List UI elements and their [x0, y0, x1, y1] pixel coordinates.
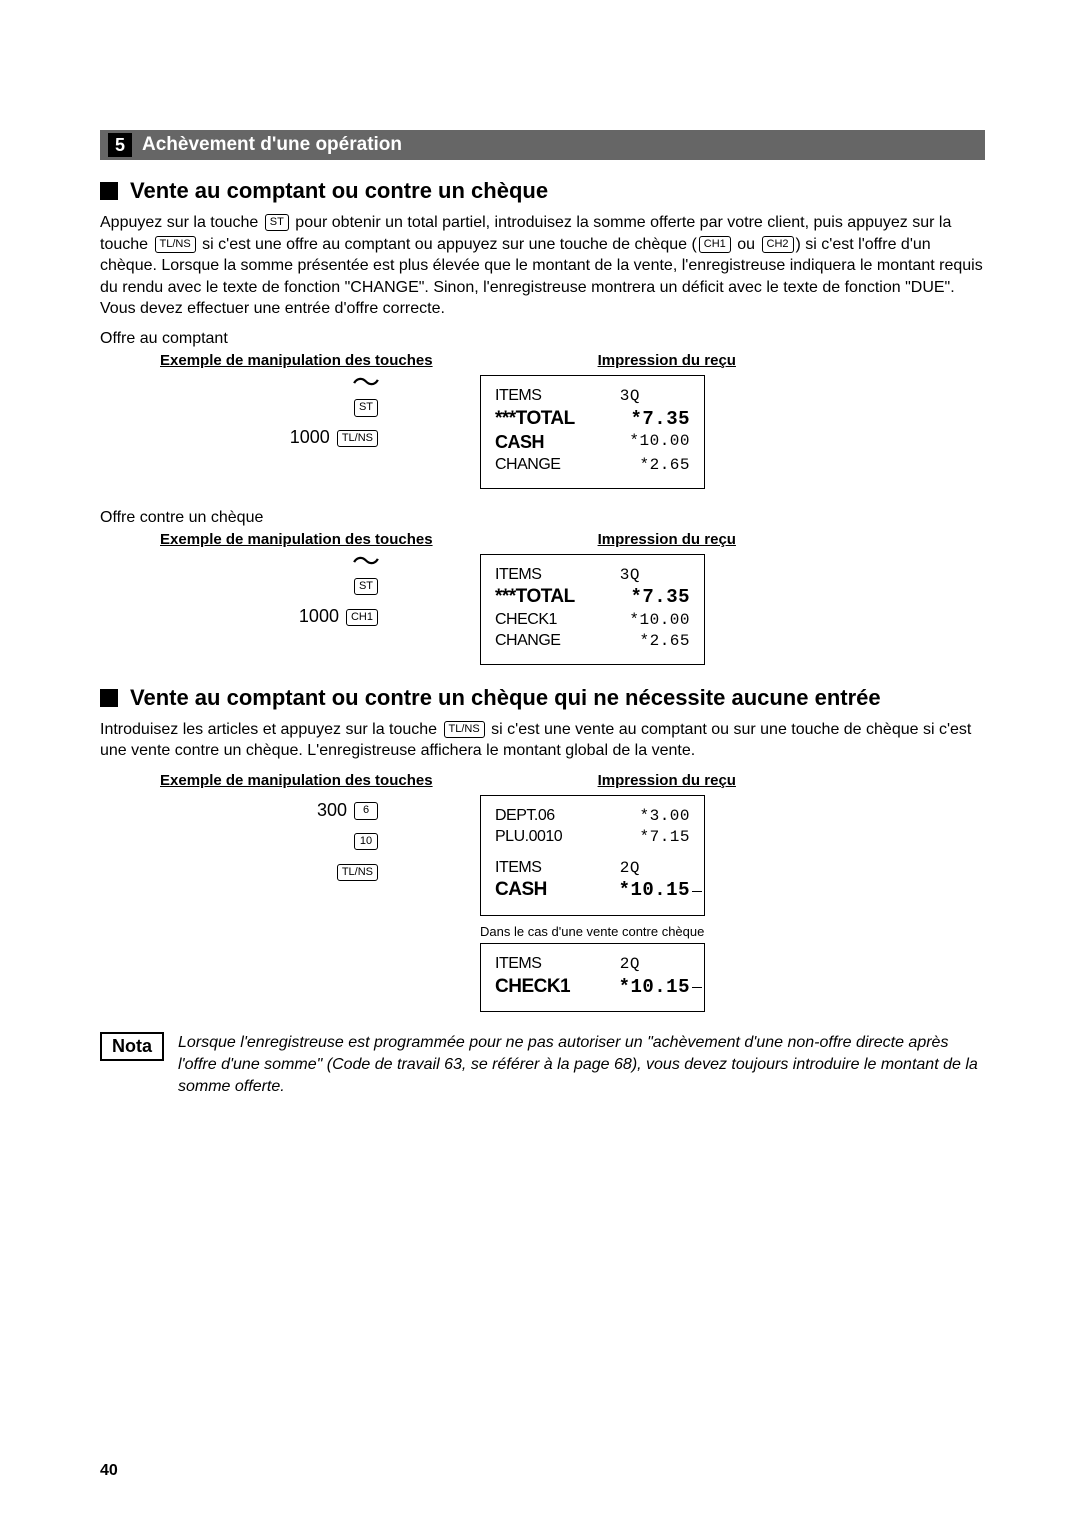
r4-items-l: ITEMS [495, 954, 541, 975]
key-st: ST [354, 399, 378, 416]
key-sequence-3: 300 6 10 TL/NS [100, 795, 380, 887]
r1-cash-v: *10.00 [629, 431, 690, 454]
key-ch1: CH1 [699, 236, 731, 253]
key-sequence-2: 〜 ST 1000 CH1 [100, 554, 380, 632]
r3-items-v: 2Q [620, 858, 640, 879]
r3-plu-l: PLU.0010 [495, 827, 562, 848]
col-header-receipt: Impression du reçu [598, 352, 736, 369]
r2-total-l: ***TOTAL [495, 585, 575, 610]
p2a: Introduisez les articles et appuyez sur … [100, 721, 437, 738]
receipt-1: ITEMS 3Q ***TOTAL *7.35 CASH *10.00 CHANGE *… [480, 375, 705, 489]
example-block-3: 300 6 10 TL/NS DEPT.06 *3.00 PLU.0010 *7.1… [100, 795, 985, 1013]
page-number: 40 [100, 1462, 118, 1480]
col-header-receipt-3: Impression du reçu [598, 772, 736, 789]
heading1-text: Vente au comptant ou contre un chèque [130, 178, 548, 204]
r1-total-v: *7.35 [630, 407, 690, 432]
heading-no-entry: Vente au comptant ou contre un chèque qu… [100, 685, 985, 711]
key-st: ST [354, 578, 378, 595]
column-headers-1: Exemple de manipulation des touches Impr… [100, 352, 985, 369]
r1-items-l: ITEMS [495, 386, 541, 407]
receipt-2: ITEMS 3Q ***TOTAL *7.35 CHECK1 *10.00 CHANG… [480, 554, 705, 665]
paragraph-1: Appuyez sur la touche ST pour obtenir un… [100, 212, 985, 320]
key-ch2: CH2 [762, 236, 794, 253]
r1-total-l: ***TOTAL [495, 407, 575, 432]
key-tlns: TL/NS [155, 236, 196, 253]
r3-cash-v: *10.15 [619, 878, 690, 903]
r2-items-l: ITEMS [495, 565, 541, 586]
r3-dept-l: DEPT.06 [495, 806, 555, 827]
label-offre-comptant: Offre au comptant [100, 330, 985, 348]
section-header: 5 Achèvement d'une opération [100, 130, 985, 160]
key-st: ST [265, 214, 289, 231]
key-ch1: CH1 [346, 609, 378, 626]
example-block-2: 〜 ST 1000 CH1 ITEMS 3Q ***TOTAL *7.35 CHEC… [100, 554, 985, 665]
seq3-amount: 300 [317, 800, 347, 820]
r2-check-v: *10.00 [629, 610, 690, 631]
page-content: 5 Achèvement d'une opération Vente au co… [0, 0, 1080, 1137]
r2-total-v: *7.35 [630, 585, 690, 610]
r2-items-v: 3Q [620, 565, 640, 586]
r4-check-l: CHECK1 [495, 975, 570, 1000]
col-header-keys: Exemple de manipulation des touches [160, 352, 433, 369]
receipt-column: DEPT.06 *3.00 PLU.0010 *7.15 ITEMS 2Q CASH *… [480, 795, 705, 1013]
square-bullet-icon [100, 689, 118, 707]
key-tlns: TL/NS [444, 721, 485, 738]
r1-change-v: *2.65 [639, 455, 690, 476]
r1-items-v: 3Q [620, 386, 640, 407]
nota-text: Lorsque l'enregistreuse est programmée p… [178, 1032, 985, 1097]
r1-change-l: CHANGE [495, 455, 560, 476]
key-6: 6 [354, 802, 378, 819]
receipt-4: ITEMS 2Q CHECK1 *10.15 [480, 943, 705, 1012]
r2-change-v: *2.65 [639, 631, 690, 652]
r3-dept-v: *3.00 [639, 806, 690, 827]
receipt3-caption: Dans le cas d'une vente contre chèque [480, 924, 705, 939]
key-10: 10 [354, 833, 378, 850]
nota-block: Nota Lorsque l'enregistreuse est program… [100, 1032, 985, 1097]
p1a: Appuyez sur la touche [100, 214, 258, 231]
key-sequence-1: 〜 ST 1000 TL/NS [100, 375, 380, 453]
r3-plu-v: *7.15 [639, 827, 690, 848]
r2-check-l: CHECK1 [495, 610, 557, 631]
r4-check-v: *10.15 [619, 975, 690, 1000]
col-header-keys-2: Exemple de manipulation des touches [160, 531, 433, 548]
label-offre-cheque: Offre contre un chèque [100, 509, 985, 527]
section-title: Achèvement d'une opération [142, 134, 402, 156]
p1d: ou [737, 236, 755, 253]
heading2-text: Vente au comptant ou contre un chèque qu… [130, 685, 881, 711]
heading-cash-cheque: Vente au comptant ou contre un chèque [100, 178, 985, 204]
example-block-1: 〜 ST 1000 TL/NS ITEMS 3Q ***TOTAL *7.35 CA… [100, 375, 985, 489]
column-headers-2: Exemple de manipulation des touches Impr… [100, 531, 985, 548]
receipt-3: DEPT.06 *3.00 PLU.0010 *7.15 ITEMS 2Q CASH *… [480, 795, 705, 916]
square-bullet-icon [100, 182, 118, 200]
paragraph-2: Introduisez les articles et appuyez sur … [100, 719, 985, 762]
seq2-amount: 1000 [299, 606, 339, 626]
r1-cash-l: CASH [495, 431, 544, 454]
nota-label: Nota [100, 1032, 164, 1061]
p1c: si c'est une offre au comptant ou appuye… [202, 236, 697, 253]
r2-change-l: CHANGE [495, 631, 560, 652]
col-header-keys-3: Exemple de manipulation des touches [160, 772, 433, 789]
r3-cash-l: CASH [495, 878, 547, 903]
section-number: 5 [108, 133, 132, 157]
r3-items-l: ITEMS [495, 858, 541, 879]
continuation-mark: 〜 [100, 554, 380, 571]
r4-items-v: 2Q [620, 954, 640, 975]
key-tlns: TL/NS [337, 864, 378, 881]
column-headers-3: Exemple de manipulation des touches Impr… [100, 772, 985, 789]
key-tlns: TL/NS [337, 430, 378, 447]
seq1-amount: 1000 [290, 427, 330, 447]
continuation-mark: 〜 [100, 375, 380, 392]
col-header-receipt-2: Impression du reçu [598, 531, 736, 548]
